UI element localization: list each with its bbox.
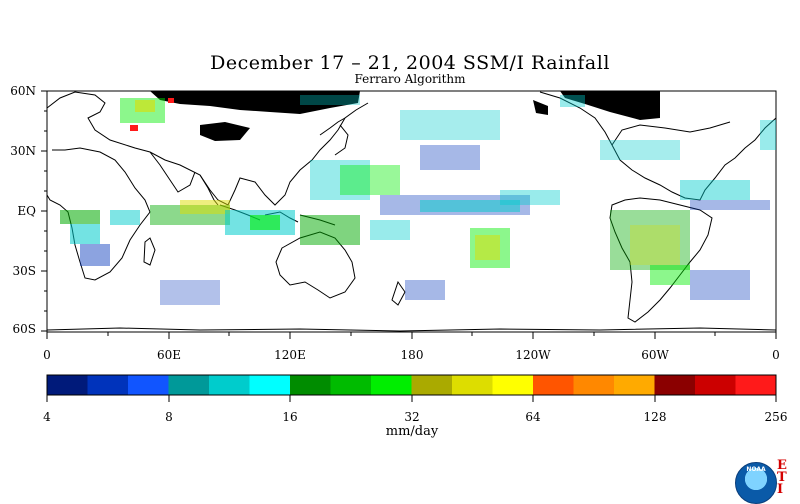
noaa-logo-text: NOAA <box>746 466 766 473</box>
lon-label-120e: 120E <box>274 348 306 362</box>
colorbar-swatch <box>168 375 210 395</box>
colorbar-label-4: 4 <box>43 410 51 424</box>
colorbar-label-256: 256 <box>764 410 788 424</box>
colorbar-swatch <box>452 375 493 395</box>
axis-ticks <box>41 90 777 339</box>
colorbar-label-8: 8 <box>165 410 173 424</box>
colorbar-swatch <box>533 375 574 395</box>
colorbar <box>47 375 777 395</box>
lat-label-60n: 60N <box>10 84 36 98</box>
map-title: December 17 – 21, 2004 SSM/I Rainfall <box>210 52 610 74</box>
no-data-region <box>150 91 660 141</box>
colorbar-ticks <box>46 395 777 402</box>
noaa-logo[interactable]: NOAA <box>735 462 777 504</box>
colorbar-swatch <box>128 375 169 395</box>
colorbar-swatch <box>371 375 412 395</box>
lat-label-eq: EQ <box>17 204 36 218</box>
colorbar-swatch <box>290 375 331 395</box>
lon-label-60e: 60E <box>156 348 182 362</box>
colorbar-swatch <box>695 375 736 395</box>
colorbar-label-128: 128 <box>643 410 667 424</box>
rainfall-patches <box>60 95 776 305</box>
lon-label-120w: 120W <box>515 348 551 362</box>
lat-label-30n: 30N <box>10 144 36 158</box>
colorbar-unit-label: mm/day <box>385 424 439 439</box>
map-subtitle: Ferraro Algorithm <box>354 72 466 86</box>
lon-label-60w: 60W <box>641 348 669 362</box>
corner-letter-e: E <box>777 458 787 473</box>
colorbar-label-32: 32 <box>404 410 420 424</box>
colorbar-swatch <box>209 375 250 395</box>
colorbar-swatch <box>47 375 88 395</box>
corner-letter-i: I <box>777 482 784 497</box>
corner-letters: E T I <box>777 458 787 497</box>
lat-label-30s: 30S <box>12 264 37 278</box>
colorbar-label-16: 16 <box>282 410 298 424</box>
colorbar-swatch <box>330 375 372 395</box>
map-frame <box>46 90 777 333</box>
corner-letter-t: T <box>777 470 787 485</box>
colorbar-swatch <box>614 375 655 395</box>
colorbar-swatch <box>411 375 453 395</box>
colorbar-label-64: 64 <box>525 410 541 424</box>
lon-label-0-east: 0 <box>772 348 780 362</box>
colorbar-swatch <box>249 375 291 395</box>
colorbar-swatch <box>654 375 696 395</box>
colorbar-swatch <box>735 375 777 395</box>
colorbar-swatch <box>573 375 615 395</box>
lat-label-60s: 60S <box>12 322 37 336</box>
lon-label-0: 0 <box>43 348 51 362</box>
colorbar-swatch <box>492 375 534 395</box>
colorbar-swatch <box>87 375 129 395</box>
lon-label-180: 180 <box>400 348 424 362</box>
